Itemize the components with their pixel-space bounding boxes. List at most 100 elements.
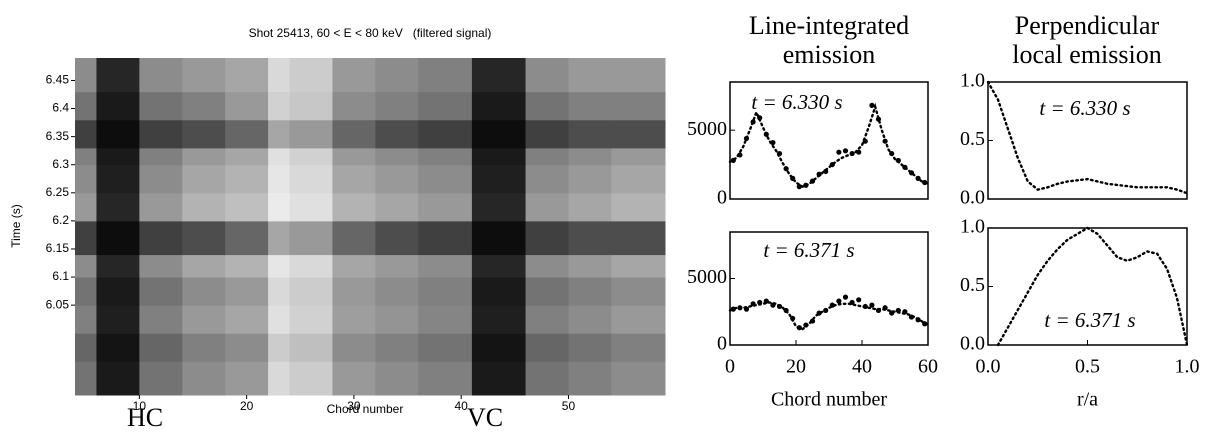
heat-cell — [568, 333, 612, 362]
heat-cell — [268, 277, 291, 306]
panel-title: Perpendicular — [1015, 11, 1160, 40]
fit-line — [728, 102, 930, 188]
heat-cell — [75, 147, 97, 166]
heat-cell — [139, 119, 183, 149]
y-tick-label: 0 — [717, 333, 727, 355]
x-tick-label: 40 — [852, 356, 872, 378]
heat-cell — [289, 192, 333, 222]
heat-cell — [225, 333, 269, 362]
y-tick-label: 6.2 — [52, 213, 69, 227]
y-tick-label: 1.0 — [960, 70, 985, 92]
heat-cell — [139, 220, 183, 256]
panel-title: emission — [783, 40, 875, 69]
heat-cell — [268, 119, 291, 149]
heat-cell — [471, 91, 527, 121]
heat-cell — [525, 361, 569, 396]
heat-cell — [289, 305, 333, 334]
heat-cell — [96, 147, 140, 166]
heat-cell — [182, 220, 226, 256]
heat-cell — [568, 119, 612, 149]
y-axis-label: Time (s) — [9, 204, 23, 248]
heat-cell — [471, 333, 527, 362]
heat-cell — [139, 305, 183, 334]
heat-cell — [268, 361, 291, 396]
plot-frame — [729, 231, 929, 346]
heat-cell — [375, 254, 419, 278]
heat-cell — [525, 333, 569, 362]
heat-cell — [182, 305, 226, 334]
heat-cell — [268, 58, 291, 93]
heat-cell — [611, 254, 666, 278]
heat-cell — [225, 147, 269, 166]
heat-cell — [375, 277, 419, 306]
data-point — [842, 148, 849, 154]
heat-cell — [568, 58, 612, 93]
heat-cell — [96, 91, 140, 121]
heat-cell — [611, 305, 666, 334]
heat-cell — [471, 361, 527, 396]
y-tick-label: 6.1 — [52, 269, 69, 283]
plot-frame — [729, 81, 929, 200]
heat-cell — [75, 192, 97, 222]
heat-cell — [289, 333, 333, 362]
heat-cell — [375, 58, 419, 93]
heat-cell — [139, 58, 183, 93]
heat-cell — [611, 361, 666, 396]
heat-cell — [139, 192, 183, 222]
fit-line — [986, 80, 1189, 195]
heat-cell — [75, 164, 97, 194]
heat-cell — [96, 192, 140, 222]
heat-cell — [611, 277, 666, 306]
heat-cell — [96, 220, 140, 256]
heat-cell — [182, 91, 226, 121]
y-tick-label: 0.5 — [960, 274, 985, 296]
heat-cell — [96, 333, 140, 362]
heat-cell — [268, 192, 291, 222]
heat-cell — [418, 91, 473, 121]
heat-cell — [525, 254, 569, 278]
fit-line — [728, 301, 930, 331]
heat-cell — [375, 164, 419, 194]
heat-cell — [611, 220, 666, 256]
heat-cell — [225, 254, 269, 278]
heat-cell — [568, 305, 612, 334]
heat-cell — [225, 361, 269, 396]
heat-cell — [182, 58, 226, 93]
heat-cell — [268, 254, 291, 278]
heat-cell — [611, 164, 666, 194]
y-tick-label: 6.3 — [52, 157, 69, 171]
heat-cell — [182, 147, 226, 166]
data-point — [869, 302, 875, 308]
panel-title: Line-integrated — [749, 11, 909, 40]
heat-cell — [139, 164, 183, 194]
heat-cell — [268, 91, 291, 121]
data-point — [842, 294, 849, 300]
heat-cell — [332, 254, 376, 278]
heat-cell — [289, 91, 333, 121]
heat-cell — [75, 254, 97, 278]
data-point — [836, 298, 842, 304]
heat-cell — [75, 119, 97, 149]
y-tick-label: 5000 — [687, 266, 727, 288]
heat-cell — [525, 147, 569, 166]
heat-cell — [568, 277, 612, 306]
heat-cell — [182, 361, 226, 396]
heat-cell — [225, 220, 269, 256]
x-axis-label: Chord number — [327, 402, 404, 416]
heat-cell — [289, 164, 333, 194]
y-tick-label: 0.0 — [960, 333, 985, 355]
heat-cell — [289, 147, 333, 166]
heat-cell — [525, 164, 569, 194]
heat-cell — [568, 361, 612, 396]
heat-cell — [471, 58, 527, 93]
data-point — [796, 184, 802, 190]
heat-cell — [268, 220, 291, 256]
x-tick-label: 10 — [133, 399, 147, 413]
heat-cell — [332, 333, 376, 362]
heat-cell — [611, 333, 666, 362]
heat-cell — [471, 164, 527, 194]
x-axis-label: Chord number — [771, 389, 887, 411]
heat-cell — [139, 254, 183, 278]
heat-cell — [182, 164, 226, 194]
heat-cell — [611, 91, 666, 121]
